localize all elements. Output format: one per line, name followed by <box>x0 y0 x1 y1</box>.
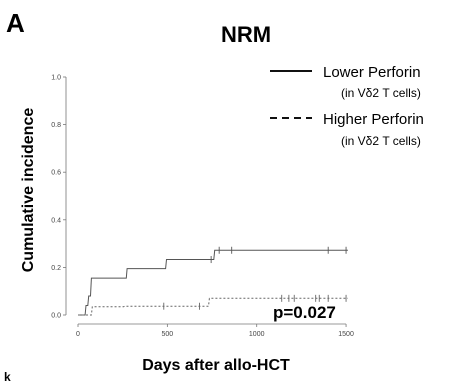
panel-letter: A <box>6 8 25 38</box>
legend-sub-higher: (in Vδ2 T cells) <box>341 134 421 148</box>
legend-sub-lower: (in Vδ2 T cells) <box>341 86 421 100</box>
legend-label-lower: Lower Perforin <box>323 64 421 81</box>
x-tick-label: 1500 <box>338 331 354 338</box>
x-tick-label: 1000 <box>249 331 265 338</box>
y-tick-label: 0.2 <box>51 265 61 272</box>
stray-letter: k <box>4 370 11 383</box>
x-tick-label: 500 <box>162 331 174 338</box>
axes: 0.0 0.2 0.4 0.6 0.8 1.0 0 500 1000 1500 <box>51 75 354 339</box>
p-value-annotation: p=0.027 <box>273 303 336 322</box>
legend: Lower Perforin (in Vδ2 T cells) Higher P… <box>270 64 424 148</box>
y-axis-label: Cumulative incidence <box>20 108 37 273</box>
y-tick-label: 0.4 <box>51 217 61 224</box>
series-line-lower <box>78 249 348 316</box>
legend-label-higher: Higher Perforin <box>323 111 424 128</box>
series-line-higher <box>78 297 348 316</box>
y-tick-label: 0.6 <box>51 170 61 177</box>
y-tick-label: 1.0 <box>51 75 61 82</box>
y-tick-label: 0.0 <box>51 313 61 320</box>
x-axis-label: Days after allo-HCT <box>142 357 290 374</box>
series-layer <box>78 246 348 316</box>
x-tick-label: 0 <box>76 331 80 338</box>
chart-title: NRM <box>221 22 271 47</box>
y-tick-label: 0.8 <box>51 122 61 129</box>
